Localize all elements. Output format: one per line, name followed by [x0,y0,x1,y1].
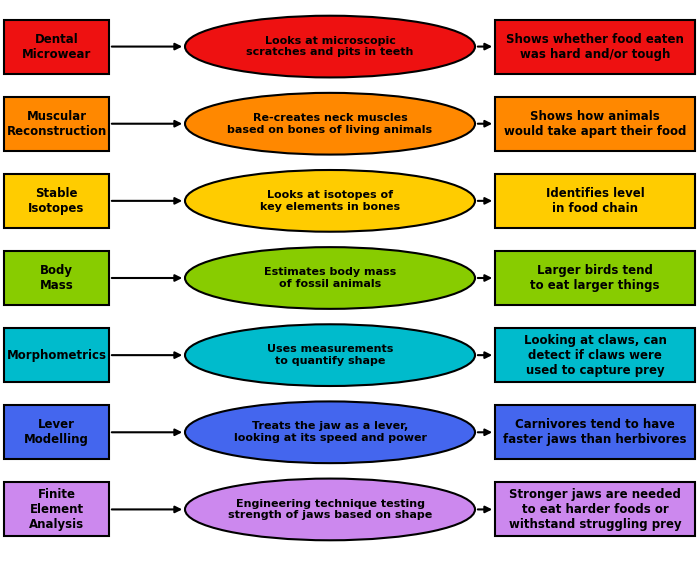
FancyBboxPatch shape [495,482,695,537]
Text: Looking at claws, can
detect if claws were
used to capture prey: Looking at claws, can detect if claws we… [524,333,666,376]
FancyBboxPatch shape [4,20,109,74]
Text: Lever
Modelling: Lever Modelling [24,418,89,446]
Ellipse shape [185,479,475,541]
FancyBboxPatch shape [4,405,109,459]
Ellipse shape [185,324,475,386]
FancyBboxPatch shape [495,405,695,459]
Text: Looks at isotopes of
key elements in bones: Looks at isotopes of key elements in bon… [260,190,400,212]
Text: Muscular
Reconstruction: Muscular Reconstruction [6,110,106,138]
FancyBboxPatch shape [4,328,109,382]
Text: Morphometrics: Morphometrics [6,349,106,362]
Text: Larger birds tend
to eat larger things: Larger birds tend to eat larger things [531,264,659,292]
Text: Treats the jaw as a lever,
looking at its speed and power: Treats the jaw as a lever, looking at it… [234,422,426,443]
Text: Body
Mass: Body Mass [40,264,74,292]
Text: Stable
Isotopes: Stable Isotopes [28,187,85,215]
Text: Re-creates neck muscles
based on bones of living animals: Re-creates neck muscles based on bones o… [228,113,433,135]
FancyBboxPatch shape [495,20,695,74]
Ellipse shape [185,93,475,155]
FancyBboxPatch shape [4,482,109,537]
FancyBboxPatch shape [4,174,109,228]
FancyBboxPatch shape [495,97,695,151]
Text: Shows how animals
would take apart their food: Shows how animals would take apart their… [504,110,686,138]
Ellipse shape [185,16,475,78]
FancyBboxPatch shape [495,251,695,305]
Text: Stronger jaws are needed
to eat harder foods or
withstand struggling prey: Stronger jaws are needed to eat harder f… [509,488,681,531]
Ellipse shape [185,401,475,463]
FancyBboxPatch shape [4,251,109,305]
Text: Finite
Element
Analysis: Finite Element Analysis [29,488,84,531]
Text: Carnivores tend to have
faster jaws than herbivores: Carnivores tend to have faster jaws than… [503,418,687,446]
FancyBboxPatch shape [495,328,695,382]
FancyBboxPatch shape [4,97,109,151]
Text: Identifies level
in food chain: Identifies level in food chain [545,187,645,215]
Text: Dental
Microwear: Dental Microwear [22,33,91,61]
Ellipse shape [185,247,475,309]
Text: Shows whether food eaten
was hard and/or tough: Shows whether food eaten was hard and/or… [506,33,684,61]
Ellipse shape [185,170,475,231]
Text: Engineering technique testing
strength of jaws based on shape: Engineering technique testing strength o… [228,499,432,520]
Text: Estimates body mass
of fossil animals: Estimates body mass of fossil animals [264,267,396,289]
Text: Uses measurements
to quantify shape: Uses measurements to quantify shape [267,344,393,366]
FancyBboxPatch shape [495,174,695,228]
Text: Looks at microscopic
scratches and pits in teeth: Looks at microscopic scratches and pits … [246,36,414,57]
